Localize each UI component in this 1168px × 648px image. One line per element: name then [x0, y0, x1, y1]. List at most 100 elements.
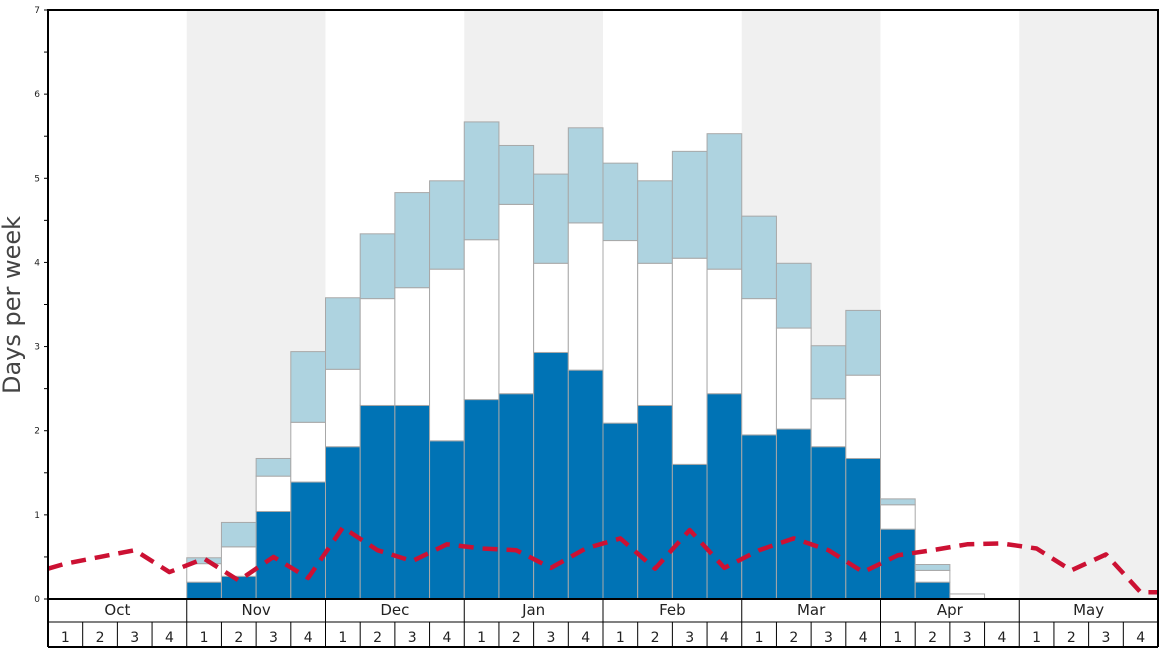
week-label: 4 [1136, 630, 1145, 646]
bar-dark [325, 446, 361, 600]
bar-light [533, 173, 569, 264]
bar-middle [498, 203, 535, 395]
bar-middle [602, 240, 639, 424]
bar-dark [914, 581, 951, 600]
bar-middle [880, 504, 916, 530]
bar-middle [741, 298, 777, 436]
month-shade-may [1019, 10, 1158, 599]
week-label: 4 [442, 630, 451, 646]
month-label-dec: Dec [380, 601, 409, 619]
y-tick-label: 5 [34, 174, 40, 184]
bar-middle [429, 268, 465, 442]
y-tick-label: 0 [34, 595, 40, 605]
y-axis: 0 1 2 3 4 5 6 7 [34, 6, 48, 605]
bar-middle [533, 262, 569, 353]
bar-middle [567, 222, 604, 371]
bar-light [394, 192, 431, 289]
bar-light [290, 351, 326, 423]
bar-light [220, 521, 257, 548]
bar-light [880, 498, 916, 506]
week-label: 3 [963, 630, 972, 646]
bar-dark [359, 404, 396, 600]
bar-light [810, 345, 847, 400]
week-label: 1 [61, 630, 70, 646]
bar-light [845, 309, 881, 376]
week-label: 2 [234, 630, 243, 646]
bar-dark [186, 581, 222, 600]
week-label: 1 [755, 630, 764, 646]
bar-middle [463, 239, 500, 401]
month-label-nov: Nov [241, 601, 270, 619]
y-tick-label: 4 [34, 258, 40, 268]
bar-middle [810, 398, 847, 448]
bar-middle [671, 257, 708, 465]
bar-dark [463, 399, 500, 600]
week-label: 1 [338, 630, 347, 646]
y-tick-label: 3 [34, 343, 40, 353]
bar-light [741, 215, 777, 300]
bar-dark [775, 428, 812, 600]
bar-middle [637, 262, 673, 406]
bar-light [255, 457, 292, 477]
bar-dark [290, 481, 326, 600]
week-label: 1 [1032, 630, 1041, 646]
bar-light [498, 144, 535, 205]
bar-middle [706, 268, 743, 395]
week-label: 2 [789, 630, 798, 646]
week-label: 2 [96, 630, 105, 646]
bar-dark [880, 528, 916, 600]
bar-dark [220, 575, 257, 600]
bar-dark [394, 404, 431, 600]
y-tick-label: 6 [34, 90, 40, 100]
bar-dark [741, 434, 777, 600]
week-label: 3 [408, 630, 417, 646]
bar-middle [914, 569, 951, 583]
bar-middle [394, 287, 431, 406]
x-axis: Oct 1 2 3 4 Nov 1 2 3 4 Dec 1 2 3 4 Jan 1 2 3 4 Feb 1 2 3 4 Mar 1 2… [47, 599, 1159, 648]
month-label-feb: Feb [659, 601, 686, 619]
week-label: 2 [1067, 630, 1076, 646]
week-label: 4 [859, 630, 868, 646]
week-label: 1 [477, 630, 486, 646]
week-label: 3 [1102, 630, 1111, 646]
bar-middle [255, 475, 292, 512]
bar-middle [359, 298, 396, 406]
bar-light [671, 150, 708, 259]
bar-middle [290, 421, 326, 483]
bar-light [429, 180, 465, 270]
week-label: 4 [581, 630, 590, 646]
bar-light [914, 564, 951, 571]
bar-middle [845, 374, 881, 459]
bar-dark [567, 369, 604, 600]
bar-dark [845, 457, 881, 600]
y-tick-label: 1 [34, 511, 40, 521]
y-tick-label: 2 [34, 427, 40, 437]
bar-light [325, 297, 361, 370]
bar-middle [325, 368, 361, 448]
bar-dark [429, 440, 465, 600]
bar-light [567, 127, 604, 224]
line-layer [47, 525, 1158, 595]
week-label: 2 [651, 630, 660, 646]
y-tick-label: 7 [34, 6, 40, 16]
week-label: 2 [928, 630, 937, 646]
week-label: 2 [373, 630, 382, 646]
bar-light [463, 121, 500, 241]
bar-light [602, 162, 639, 242]
month-label-mar: Mar [797, 601, 826, 619]
y-axis-label: Days per week [0, 216, 26, 394]
week-label: 3 [685, 630, 694, 646]
week-label: 3 [130, 630, 139, 646]
bar-dark [810, 446, 847, 600]
bar-middle [775, 327, 812, 430]
bar-light [359, 233, 396, 300]
bar-dark [602, 422, 639, 600]
bar-light [775, 262, 812, 329]
week-label: 3 [269, 630, 278, 646]
week-label: 4 [720, 630, 729, 646]
week-label: 1 [200, 630, 209, 646]
week-label: 2 [512, 630, 521, 646]
week-label: 3 [824, 630, 833, 646]
trend-line [47, 525, 1158, 595]
bar-light [637, 180, 673, 264]
